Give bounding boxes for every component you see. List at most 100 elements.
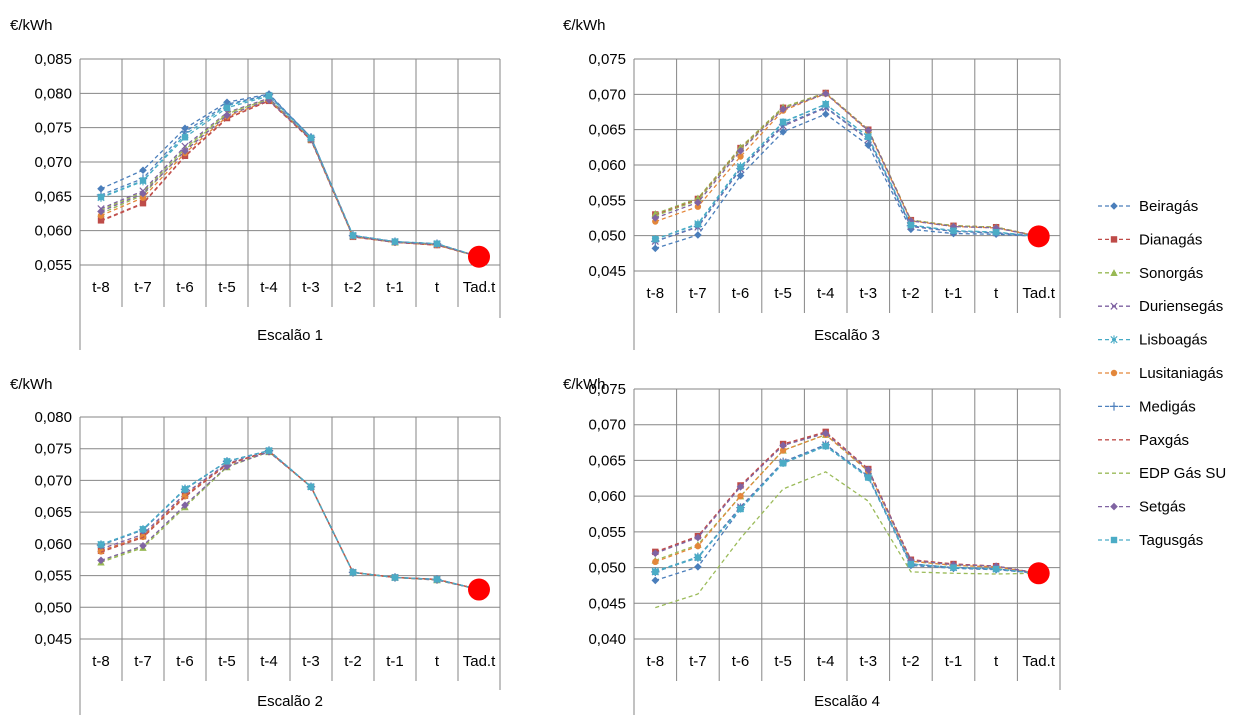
data-point <box>737 492 744 500</box>
data-point <box>139 177 147 184</box>
x-tick-label: t-5 <box>774 285 792 302</box>
data-point <box>694 231 702 239</box>
legend-marker <box>1110 369 1118 377</box>
chart-title: Escalão 2 <box>257 693 323 710</box>
legend-item: EDP Gás SU <box>1098 465 1226 482</box>
legend-label: Paxgás <box>1139 432 1189 449</box>
legend-marker <box>1110 202 1118 210</box>
y-tick-label: 0,075 <box>588 381 626 398</box>
x-tick-label: t-6 <box>732 285 750 302</box>
data-point <box>822 101 829 108</box>
legend-item: Dianagás <box>1098 231 1202 248</box>
data-point <box>950 227 957 234</box>
data-point <box>223 111 231 120</box>
data-point <box>181 501 189 509</box>
y-tick-label: 0,050 <box>588 560 626 577</box>
data-point <box>694 198 702 207</box>
x-tick-label: t-6 <box>732 653 750 670</box>
x-tick-label: Tad.t <box>463 279 496 296</box>
data-point <box>349 569 357 576</box>
x-tick-label: t-6 <box>176 653 194 670</box>
data-point <box>652 558 659 566</box>
data-point <box>779 118 787 126</box>
data-point <box>97 193 105 201</box>
data-point <box>950 564 957 571</box>
y-tick-label: 0,075 <box>34 441 72 458</box>
series-line <box>655 471 1039 609</box>
series-line <box>100 449 480 591</box>
legend-item: Medigás <box>1098 398 1196 415</box>
y-tick-label: 0,070 <box>588 417 626 434</box>
chart-title: Escalão 4 <box>814 693 880 710</box>
data-point <box>779 105 787 113</box>
data-point <box>949 222 958 231</box>
x-tick-label: t <box>994 653 999 670</box>
y-axis-unit-label: €/kWh <box>563 376 606 393</box>
data-point <box>349 232 357 239</box>
y-tick-label: 0,065 <box>34 188 72 205</box>
data-point <box>737 153 744 160</box>
data-point <box>139 189 147 198</box>
legend-marker <box>1110 536 1118 544</box>
legend-marker <box>1110 302 1118 310</box>
data-point <box>139 541 147 550</box>
x-tick-label: t-1 <box>386 279 404 296</box>
data-point <box>694 221 702 228</box>
series-line <box>655 445 1039 582</box>
data-point <box>433 240 441 247</box>
x-tick-label: t-7 <box>134 279 152 296</box>
data-point <box>97 556 105 565</box>
series-durienseg-s <box>651 104 1039 245</box>
series-durienseg-s <box>97 94 480 258</box>
data-point <box>652 236 659 243</box>
data-point <box>821 429 830 438</box>
y-tick-label: 0,075 <box>34 120 72 137</box>
tad-point <box>1027 225 1050 248</box>
data-point <box>694 203 702 210</box>
data-point <box>736 147 745 155</box>
data-point <box>907 221 915 229</box>
legend-item: Sonorgás <box>1098 265 1203 282</box>
data-point <box>391 574 399 581</box>
y-tick-label: 0,055 <box>34 257 72 274</box>
legend: Beiragás Dianagás Sonorgás Duriensegás Lisbo… <box>1098 198 1226 549</box>
x-tick-label: t-4 <box>817 653 835 670</box>
series-line <box>655 92 1039 238</box>
x-tick-label: t <box>994 285 999 302</box>
y-tick-label: 0,060 <box>34 536 72 553</box>
x-tick-label: t-1 <box>945 653 963 670</box>
y-tick-label: 0,050 <box>34 599 72 616</box>
y-tick-label: 0,055 <box>588 524 626 541</box>
series-line <box>100 97 480 258</box>
series-tagusg-s <box>652 101 1039 243</box>
series-line <box>655 445 1039 574</box>
data-point <box>652 568 659 576</box>
y-tick-label: 0,070 <box>34 472 72 489</box>
data-point <box>265 447 273 454</box>
series-sonorg-s <box>97 95 480 258</box>
x-tick-label: t-3 <box>860 653 878 670</box>
data-point <box>139 166 147 175</box>
x-tick-label: t-1 <box>945 285 963 302</box>
series-dianag-s <box>97 448 480 591</box>
data-point <box>97 212 105 219</box>
y-tick-label: 0,055 <box>588 192 626 209</box>
x-tick-label: t-3 <box>302 653 320 670</box>
series-edp-g-s-su <box>655 471 1039 609</box>
series-medig-s <box>651 102 1039 246</box>
series-setg-s <box>97 448 480 591</box>
data-point <box>694 533 702 542</box>
x-tick-label: t-2 <box>902 653 920 670</box>
x-tick-label: t-4 <box>260 653 278 670</box>
series-lusitaniag-s <box>97 97 480 258</box>
data-point <box>433 576 441 583</box>
chart-3: €/kWh 0,045 0,050 0,055 0,060 0,065 0,070 0,075… <box>563 17 1061 350</box>
data-point <box>779 460 787 467</box>
data-point <box>736 171 745 180</box>
y-tick-label: 0,065 <box>588 452 626 469</box>
x-tick-label: t-3 <box>302 279 320 296</box>
series-tagusg-s <box>97 447 480 591</box>
series-line <box>655 92 1039 238</box>
